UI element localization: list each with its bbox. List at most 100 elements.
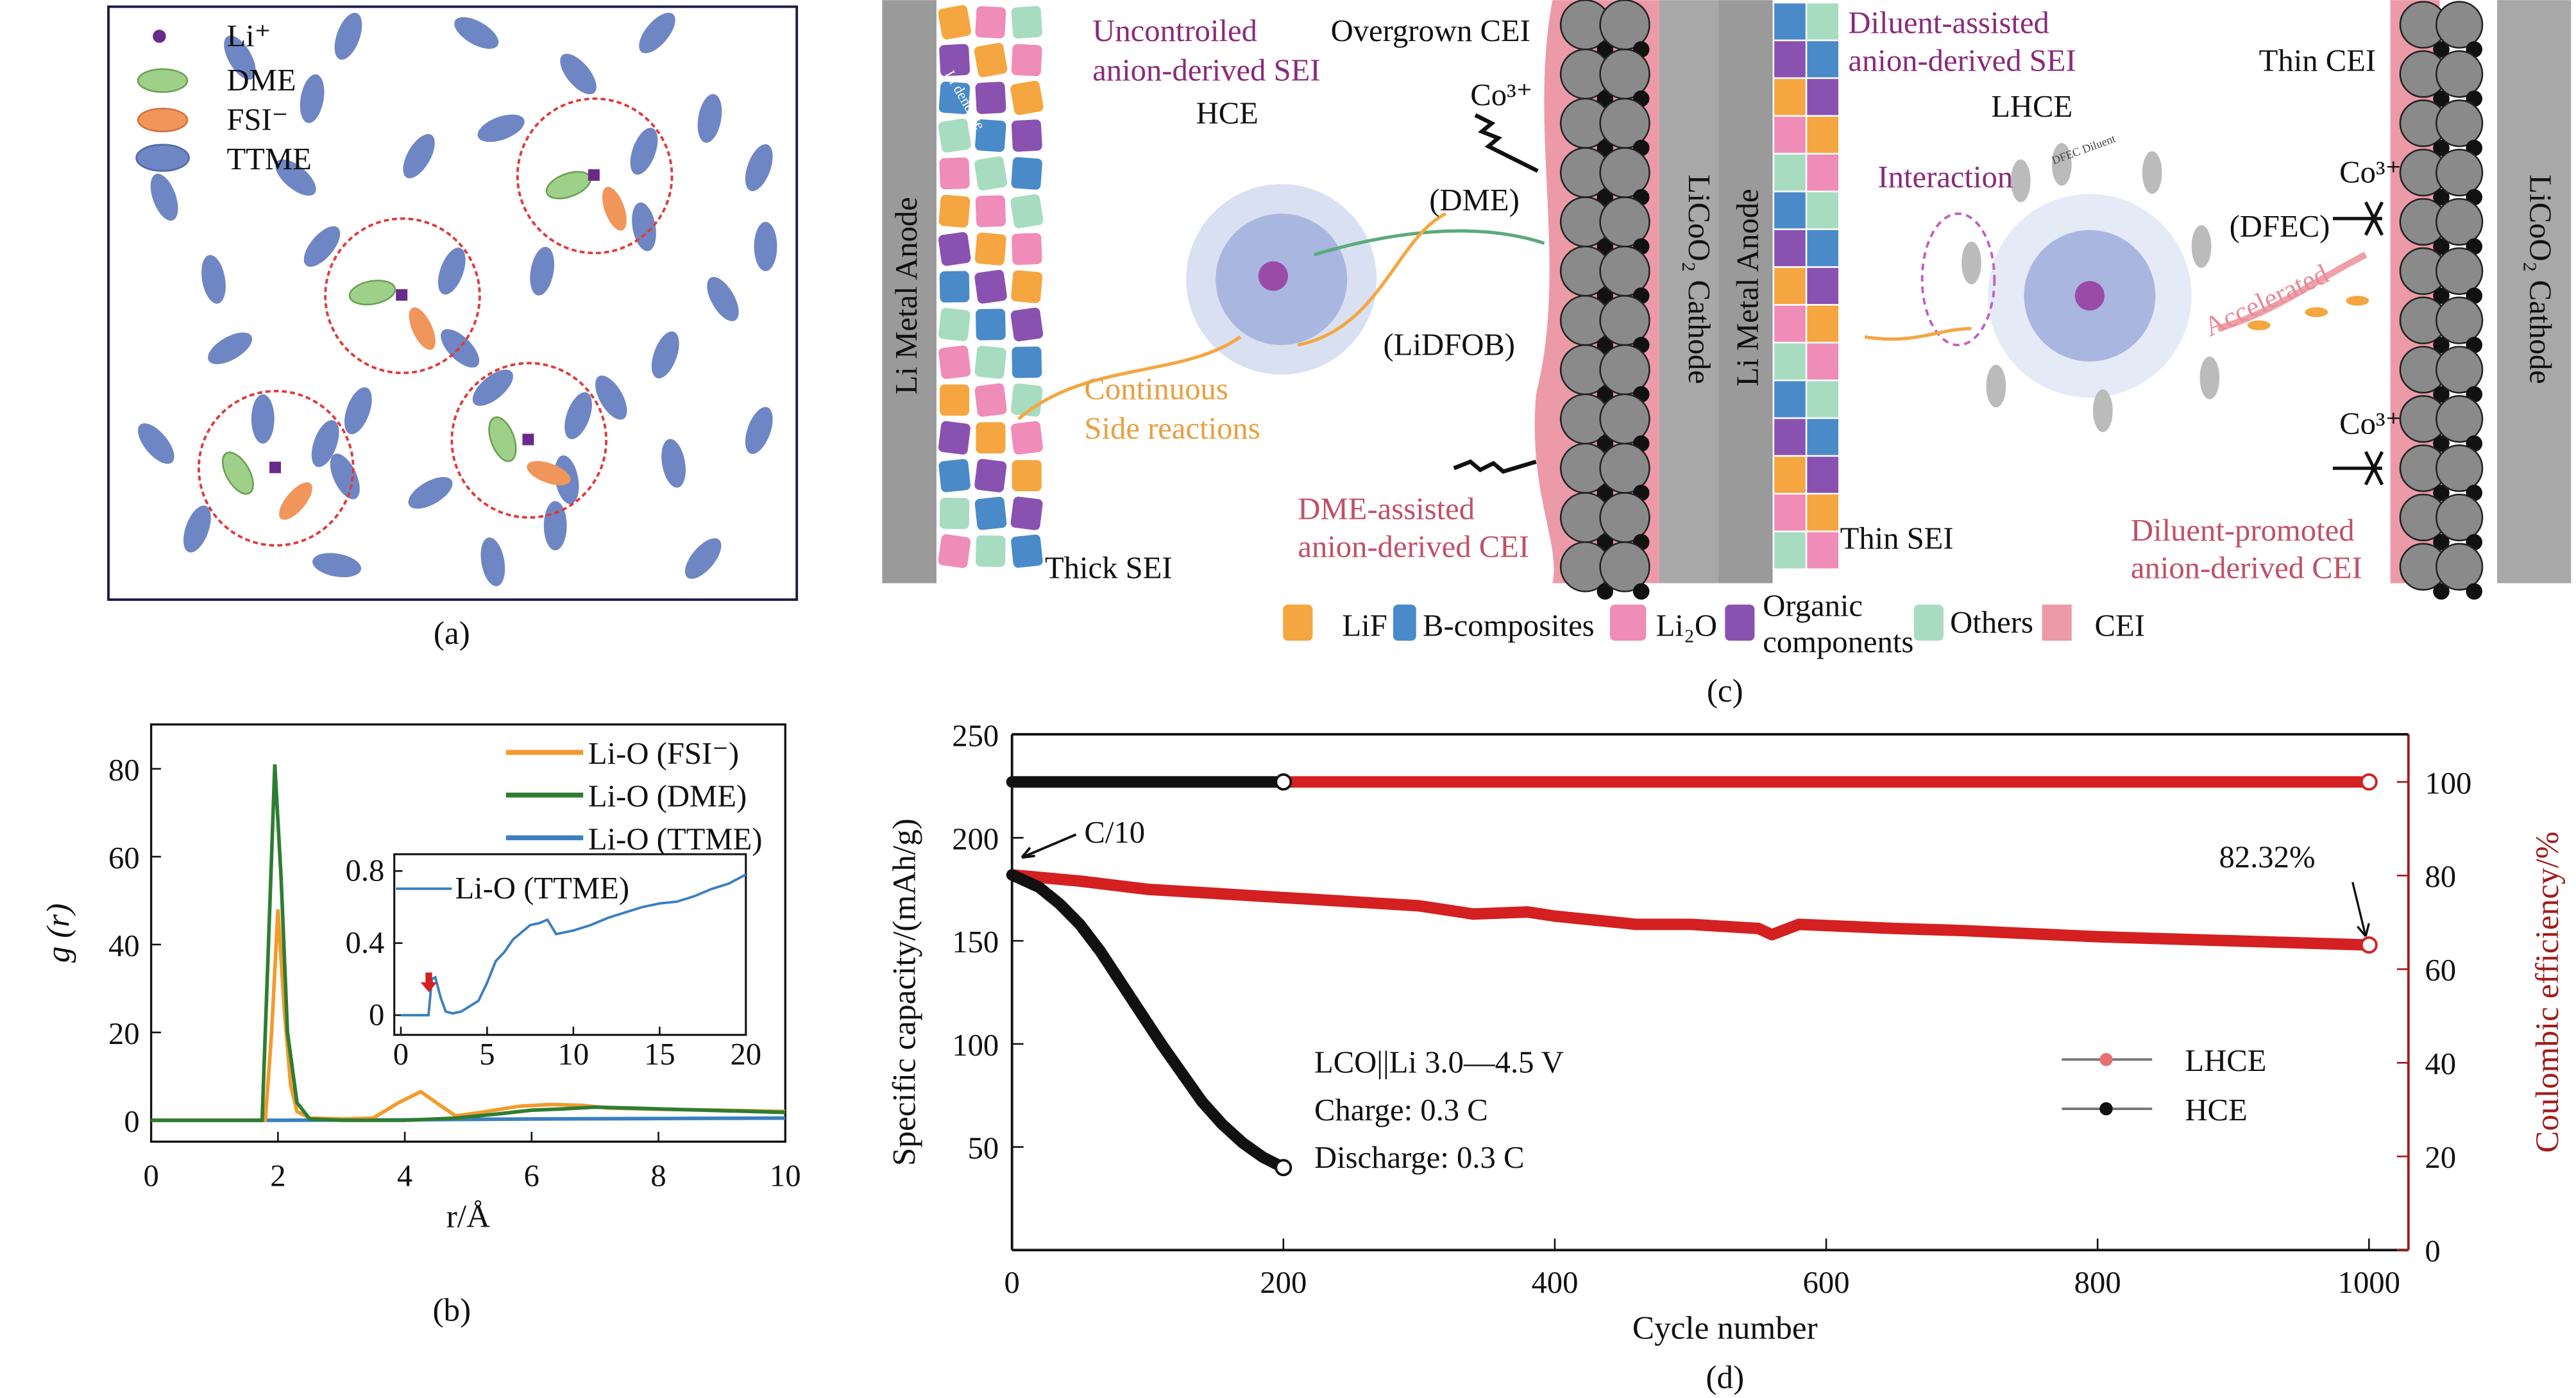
sei-block (1010, 80, 1044, 115)
caption-a: (a) (434, 615, 470, 652)
hce-cei-line1: DME-assisted (1298, 492, 1475, 526)
end-marker-hce (1275, 1159, 1292, 1177)
lif-fragment (2305, 307, 2328, 317)
end-marker-lhce (2360, 936, 2378, 954)
sei-block (940, 384, 970, 416)
hce-cathode-label: LiCoO₂ Cathode (1682, 174, 1716, 383)
dfec-diluent-molecule (2142, 151, 2162, 194)
sei-block (938, 5, 972, 40)
panel-b-rdf-chart: 0 2 4 6 8 10 0 20 40 60 80 g (r) r/Å Li-O (FSI⁻) L… (40, 723, 801, 1328)
ttme-molecule (639, 12, 675, 54)
sei-block (938, 81, 970, 114)
thin-sei-block (1807, 457, 1839, 493)
thin-sei-block (1774, 532, 1806, 569)
ttme-molecule (477, 114, 525, 142)
legend-label-dme: Li-O (DME) (588, 779, 747, 814)
sei-block (974, 42, 1008, 78)
cobalt-atom (1597, 386, 1614, 403)
series-line-hce-capacity (1006, 869, 1289, 1174)
inset-series-line-ttme (400, 873, 747, 1016)
ttme-oval-icon (135, 144, 190, 172)
x-axis-label-d: Cycle number (1632, 1310, 1818, 1347)
lidfob-molecule-label: (LiDFOB) (1384, 327, 1515, 362)
thin-sei-block (1774, 3, 1806, 40)
cobalt-atom (1597, 484, 1614, 501)
sei-block (939, 44, 970, 76)
thin-cei-label: Thin CEI (2259, 43, 2376, 78)
x-tick-label-b: 2 (270, 1158, 285, 1193)
sei-block (938, 534, 971, 568)
caption-b: (b) (432, 1292, 471, 1328)
cobalt-atom (2433, 435, 2450, 452)
y-tick-label-d: 50 (968, 1131, 999, 1166)
y-axis-label-b: g (r) (40, 904, 77, 963)
dme-molecule (348, 280, 396, 306)
cobalt-atom (1597, 583, 1614, 600)
ttme-molecule (138, 423, 174, 464)
ttme-molecule (183, 505, 211, 553)
fsi-anion (279, 482, 312, 520)
series-line-lhce-capacity (1006, 869, 2375, 951)
y-tick-label-b: 40 (108, 929, 140, 963)
thin-sei-block (1807, 494, 1839, 531)
ttme-molecule (745, 407, 773, 454)
dfec-diluent-molecule (2010, 159, 2031, 203)
plot-frame-b (149, 723, 786, 1143)
cobalt-atom (2466, 583, 2483, 600)
fsi-oval-icon (137, 107, 189, 133)
dfec-molecule-label: (DFEC) (2230, 209, 2330, 244)
thin-sei-block (1807, 343, 1839, 380)
x-tick-label-b: 0 (143, 1158, 158, 1193)
thin-sei-block (1807, 41, 1839, 78)
annotation-c10: C/10 (1084, 815, 1145, 850)
ttme-molecule (530, 246, 555, 296)
thin-sei-block (1774, 419, 1806, 455)
ttme-molecule (224, 35, 256, 80)
x-tick-label-b: 10 (770, 1158, 801, 1193)
sei-block (1011, 119, 1042, 152)
fsi-anion (602, 187, 627, 231)
ttme-molecule (441, 329, 480, 368)
cobalt-atom (1597, 189, 1614, 206)
ttme-molecule (543, 501, 567, 551)
x-axis-label-b: r/Å (446, 1198, 490, 1234)
inset-x-tick-label: 0 (393, 1037, 409, 1072)
solvation-shell (450, 362, 608, 519)
arrow-c10-icon (1021, 833, 1077, 859)
fsi-anion (527, 460, 571, 485)
sei-block (974, 232, 1006, 265)
interaction-ring (1920, 212, 1996, 346)
lidfob-arrow (1297, 212, 1447, 347)
x-tick-label-b: 4 (397, 1158, 412, 1193)
x-tick-label-d: 0 (1004, 1265, 1020, 1300)
ttme-molecule (472, 369, 513, 406)
cobalt-atom (2433, 534, 2450, 551)
sei-block (1010, 421, 1043, 455)
licoo2-particle (2436, 1, 2484, 49)
y2-axis-label-d: Coulombic efficiency/% (2529, 832, 2566, 1153)
y-axis-label-d: Specific capacity/(mAh/g) (886, 818, 923, 1166)
dfec-diluent-molecule (2093, 389, 2113, 432)
hce-sei-line1: Uncontroiled (1092, 13, 1257, 48)
legend-organic-line1: Organic (1763, 589, 1863, 623)
licoo2-particle (2436, 493, 2484, 542)
thin-sei-block (1774, 41, 1806, 78)
red-arrow-icon (420, 972, 437, 993)
cobalt-atom (1632, 583, 1650, 600)
caption-d: (d) (1706, 1359, 1744, 1395)
licoo2-particle (2436, 395, 2484, 443)
y2-tick-label-d: 80 (2425, 859, 2456, 894)
axis-ticks-b: 0 2 4 6 8 10 0 20 40 60 80 (108, 753, 801, 1193)
side-reactions-line1: Continuous (1084, 372, 1228, 407)
inset-axis-ticks: 0 5 10 15 20 0 0.4 0.8 (345, 854, 761, 1072)
lhce-co-ion-top: Co³⁺ (2339, 155, 2402, 189)
sei-block (974, 496, 1007, 530)
panel-a-frame (107, 5, 799, 601)
accelerated-arrow (2217, 251, 2368, 332)
cobalt-atom (2433, 287, 2450, 305)
ttme-molecule (651, 331, 679, 379)
interface-schematic (882, 0, 2572, 600)
legend-label-ttme: Li-O (TTME) (588, 821, 763, 856)
legend-b: Li-O (FSI⁻) Li-O (DME) Li-O (TTME) (505, 736, 763, 856)
series-line-liodme (151, 764, 786, 1122)
